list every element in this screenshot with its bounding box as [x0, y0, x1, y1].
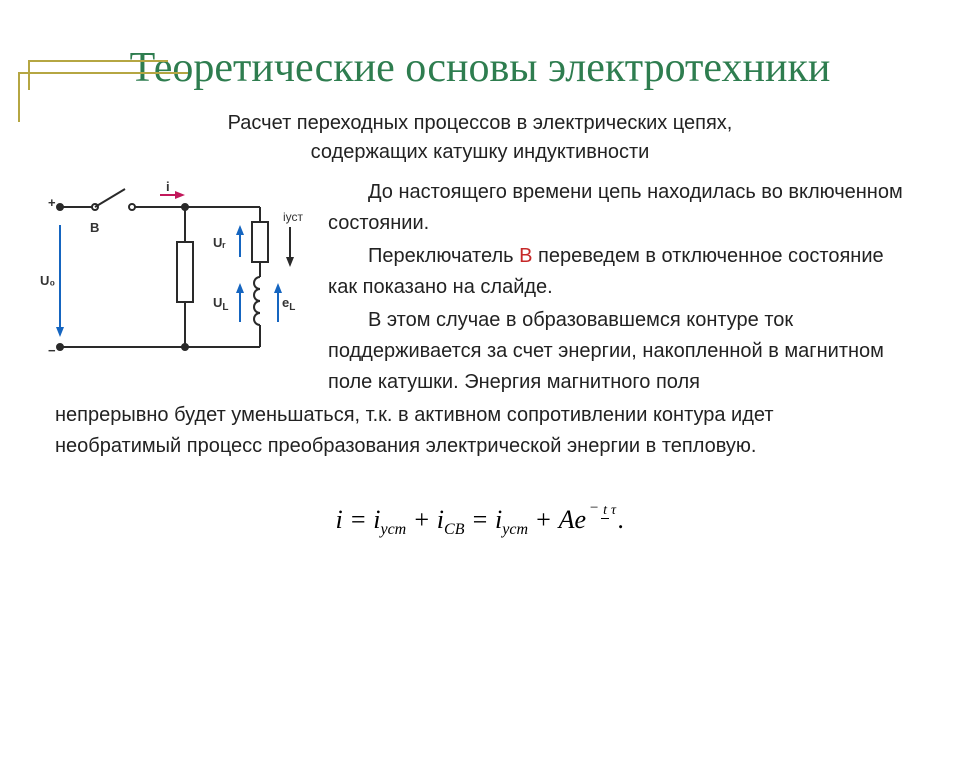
subtitle-line2: содержащих катушку индуктивности [311, 141, 650, 163]
para2: Переключатель В переведем в отключенное … [328, 241, 910, 303]
page-title: Теоретические основы электротехники [0, 42, 960, 95]
minus-label: − [48, 343, 56, 358]
para3: В этом случае в образовавшемся контуре т… [328, 305, 910, 398]
circuit-diagram: + − U₀ В i iуст Uᵣ UL eL [40, 177, 320, 372]
plus-label: + [48, 195, 56, 210]
continuation-text: непрерывно будет уменьшаться, т.к. в акт… [0, 400, 960, 462]
subtitle: Расчет переходных процессов в электричес… [0, 109, 960, 167]
subtitle-line1: Расчет переходных процессов в электричес… [228, 112, 733, 134]
i-label: i [166, 179, 170, 194]
el-label: eL [282, 295, 295, 313]
para1: До настоящего времени цепь находилась во… [328, 177, 910, 239]
formula: i = iуст + iСВ = iуст + Ae−tτ. [0, 500, 960, 539]
u0-label: U₀ [40, 273, 55, 288]
switch-ref: В [519, 245, 532, 267]
ul-label: UL [213, 295, 229, 313]
ur-label: Uᵣ [213, 235, 226, 250]
iust-label: iуст [283, 210, 304, 224]
switch-label: В [90, 220, 99, 235]
content-row: + − U₀ В i iуст Uᵣ UL eL До настоящего в… [0, 177, 960, 400]
body-text: До настоящего времени цепь находилась во… [320, 177, 910, 400]
